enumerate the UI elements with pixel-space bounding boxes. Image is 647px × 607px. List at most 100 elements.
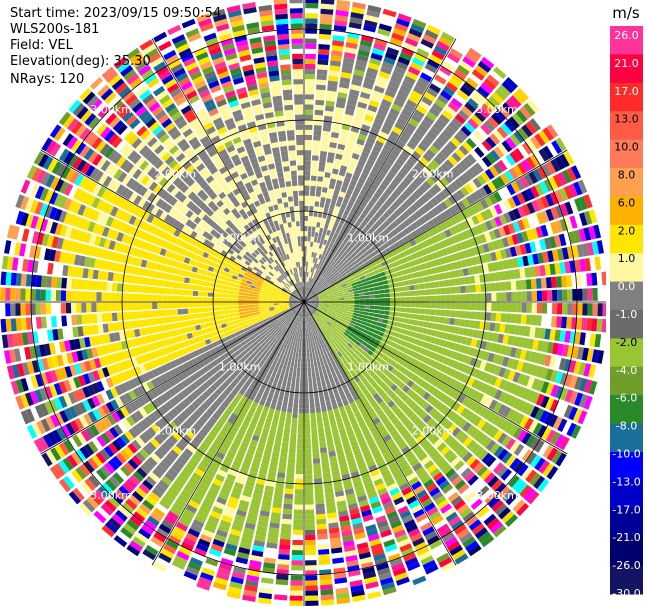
velocity-gate [446, 184, 456, 195]
velocity-gate [488, 399, 498, 411]
velocity-gate [526, 202, 536, 214]
velocity-gate [353, 263, 360, 269]
velocity-gate [403, 262, 410, 269]
velocity-gate [319, 23, 332, 30]
velocity-gate [485, 208, 494, 219]
velocity-gate [493, 462, 505, 475]
velocity-gate [325, 100, 335, 107]
velocity-gate [505, 154, 516, 166]
velocity-gate [422, 364, 431, 373]
velocity-gate [492, 261, 499, 272]
velocity-gate [357, 316, 363, 321]
velocity-gate [441, 332, 448, 340]
velocity-gate [548, 176, 559, 190]
velocity-gate [320, 375, 325, 382]
velocity-gate [526, 363, 534, 375]
velocity-gate [569, 375, 578, 389]
velocity-gate [349, 17, 363, 25]
velocity-gate [317, 544, 329, 550]
velocity-gate [363, 216, 371, 223]
velocity-gate [463, 346, 471, 355]
velocity-gate [583, 395, 593, 410]
velocity-gate [588, 380, 598, 395]
velocity-gate [322, 255, 327, 262]
velocity-gate [521, 217, 531, 229]
velocity-gate [340, 72, 352, 79]
velocity-gate [453, 214, 462, 224]
velocity-gate [390, 360, 398, 368]
velocity-gate [304, 357, 307, 363]
velocity-gate [409, 357, 417, 365]
velocity-gate [361, 370, 369, 377]
velocity-gate [426, 24, 441, 36]
velocity-gate [381, 179, 390, 187]
velocity-gate [365, 72, 377, 80]
velocity-gate [501, 489, 514, 502]
velocity-gate [345, 318, 352, 323]
velocity-gate [481, 293, 487, 302]
velocity-gate [309, 283, 313, 289]
velocity-gate [345, 281, 352, 286]
velocity-gate [318, 554, 330, 560]
velocity-gate [370, 149, 380, 158]
velocity-gate [348, 27, 361, 35]
velocity-gate [294, 357, 298, 363]
velocity-gate [320, 254, 325, 261]
velocity-gate [440, 31, 455, 43]
velocity-gate [370, 183, 378, 192]
velocity-gate [462, 219, 471, 230]
velocity-gate [365, 276, 372, 282]
velocity-gate [493, 401, 503, 413]
velocity-gate [582, 288, 588, 301]
velocity-gate [479, 360, 487, 371]
velocity-gate [337, 313, 343, 317]
velocity-gate [289, 443, 296, 449]
velocity-gate [304, 291, 305, 297]
velocity-gate [287, 402, 293, 408]
velocity-gate [387, 263, 394, 269]
velocity-gate [351, 338, 358, 344]
velocity-gate [359, 155, 368, 163]
velocity-gate [522, 337, 529, 349]
velocity-gate [458, 175, 468, 186]
velocity-gate [343, 332, 349, 337]
velocity-gate [304, 438, 311, 444]
velocity-gate [449, 48, 463, 60]
velocity-gate [444, 386, 453, 396]
velocity-gate [494, 389, 503, 401]
velocity-gate [421, 401, 430, 410]
velocity-gate [475, 201, 485, 212]
velocity-gate [313, 473, 322, 479]
velocity-gate [517, 219, 526, 231]
velocity-gate [363, 346, 370, 353]
velocity-gate [320, 272, 325, 278]
velocity-gate [389, 330, 396, 337]
velocity-gate [542, 251, 549, 263]
velocity-gate [321, 462, 330, 469]
velocity-gate [329, 303, 335, 305]
velocity-gate [530, 454, 542, 468]
velocity-gate [436, 265, 443, 273]
velocity-gate [437, 94, 449, 105]
velocity-gate [474, 404, 484, 415]
velocity-gate [404, 198, 413, 207]
velocity-gate [305, 38, 317, 44]
velocity-gate [357, 286, 364, 291]
velocity-gate [422, 341, 430, 349]
velocity-gate [347, 286, 353, 290]
velocity-gate [555, 137, 567, 152]
velocity-gate [501, 435, 512, 447]
velocity-gate [362, 29, 375, 38]
velocity-gate [375, 199, 384, 208]
velocity-gate [554, 189, 564, 203]
velocity-gate [474, 320, 481, 329]
velocity-gate [425, 302, 431, 309]
velocity-gate [554, 434, 566, 448]
velocity-gate [440, 90, 452, 101]
velocity-gate [331, 255, 337, 261]
velocity-gate [287, 458, 296, 464]
velocity-gate [358, 238, 365, 245]
velocity-gate [438, 191, 447, 201]
velocity-gate [394, 233, 402, 241]
velocity-gate [379, 103, 390, 112]
